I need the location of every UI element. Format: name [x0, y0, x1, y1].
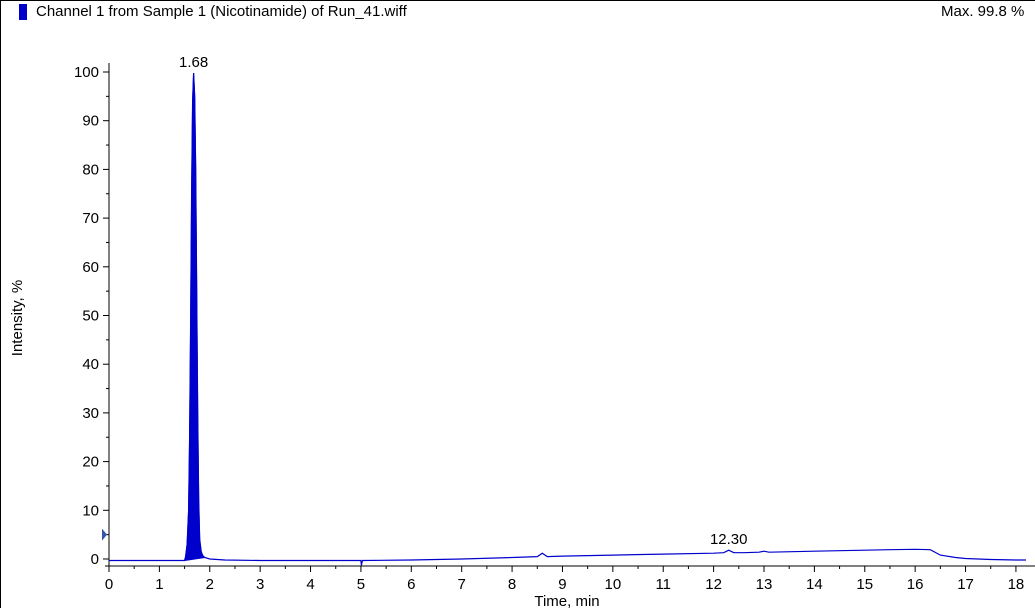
y-tick-label: 40: [82, 356, 99, 373]
x-tick-label: 18: [1008, 576, 1025, 593]
chart-header: Channel 1 from Sample 1 (Nicotinamide) o…: [0, 0, 1035, 36]
annotation-layer: 1.68 12.30: [179, 54, 747, 548]
y-tick-label: 50: [82, 308, 99, 325]
legend-swatch[interactable]: [19, 4, 27, 20]
x-tick-label: 12: [705, 576, 722, 593]
x-tick-label: 5: [357, 576, 365, 593]
y-tick-label: 0: [91, 551, 99, 568]
x-tick-label: 3: [256, 576, 264, 593]
y-tick-label: 30: [82, 405, 99, 422]
y-tick-label: 70: [82, 210, 99, 227]
chart-title: Channel 1 from Sample 1 (Nicotinamide) o…: [36, 3, 407, 20]
series-layer: [109, 72, 1026, 566]
y-tick-label: 80: [82, 161, 99, 178]
x-tick-label: 6: [407, 576, 415, 593]
x-tick-label: 17: [957, 576, 974, 593]
x-tick-label: 10: [605, 576, 622, 593]
x-axis-title: Time, min: [534, 593, 599, 608]
series-line: [109, 72, 1026, 566]
y-tick-label: 10: [82, 502, 99, 519]
x-tick-label: 7: [458, 576, 466, 593]
peak-label: 12.30: [710, 531, 748, 548]
y-tick-label: 20: [82, 454, 99, 471]
x-tick-label: 14: [806, 576, 823, 593]
intensity-threshold-marker[interactable]: [102, 528, 107, 541]
y-tick-label: 60: [82, 259, 99, 276]
max-intensity-label: Max. 99.8 %: [941, 3, 1025, 20]
x-tick-label: 11: [655, 576, 671, 593]
x-tick-label: 4: [306, 576, 314, 593]
x-tick-label: 2: [206, 576, 214, 593]
x-tick-label: 15: [856, 576, 873, 593]
x-tick-label: 16: [907, 576, 924, 593]
x-tick-label: 8: [508, 576, 516, 593]
x-tick-label: 0: [105, 576, 113, 593]
peak-fill: [183, 72, 206, 562]
y-axis-title: Intensity, %: [9, 280, 26, 356]
x-tick-label: 13: [756, 576, 773, 593]
peak-label: 1.68: [179, 54, 208, 71]
x-tick-label: 9: [558, 576, 566, 593]
x-tick-label: 1: [155, 576, 163, 593]
y-tick-label: 100: [74, 64, 99, 81]
y-tick-label: 90: [82, 113, 99, 130]
